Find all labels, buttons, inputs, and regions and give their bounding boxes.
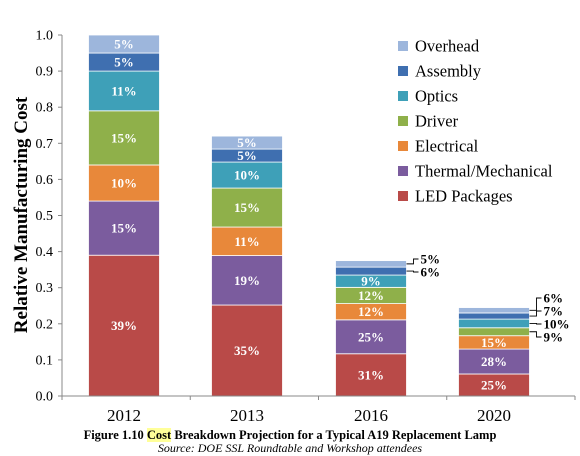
data-label-callout: 10% xyxy=(544,317,570,332)
bar-segment xyxy=(88,254,160,397)
bar-segment xyxy=(335,260,407,268)
legend-entry-label: Driver xyxy=(415,112,459,131)
data-label: 11% xyxy=(111,83,136,98)
y-tick-label: 0.3 xyxy=(36,281,54,296)
data-label: 9% xyxy=(361,274,381,289)
data-label: 15% xyxy=(111,221,137,236)
data-label: 12% xyxy=(358,288,384,303)
data-label: 19% xyxy=(234,273,260,288)
y-tick-label: 0.0 xyxy=(36,390,54,405)
y-tick-label: 0.6 xyxy=(36,173,54,188)
bar-segment xyxy=(335,353,407,397)
data-label-callout: 5% xyxy=(421,252,441,267)
bar-segment xyxy=(211,255,283,306)
bar-segment xyxy=(458,318,530,329)
legend-entry-label: Overhead xyxy=(415,37,480,56)
data-label: 15% xyxy=(481,335,507,350)
data-label-callout: 6% xyxy=(544,291,564,306)
legend-swatch xyxy=(398,41,408,51)
data-label: 10% xyxy=(111,176,137,191)
callout-leader xyxy=(529,310,542,317)
caption-rest: Breakdown Projection for a Typical A19 R… xyxy=(171,428,497,442)
legend-swatch xyxy=(398,141,408,151)
y-tick-label: 0.8 xyxy=(36,101,54,116)
callout-leader xyxy=(529,297,542,311)
y-axis: 0.0 0.1 0.2 0.3 0.4 0.5 0.6 0.7 0.8 0.9 1.0 xyxy=(36,29,63,405)
data-label-callout: 7% xyxy=(544,304,564,319)
data-label: 35% xyxy=(234,343,260,358)
data-label: 5% xyxy=(114,55,134,70)
bar-segment xyxy=(88,70,160,112)
stacked-bar-chart: 39%15%10%15%11%5%5%35%19%11%15%10%5%5%31… xyxy=(11,29,576,425)
bar-segment xyxy=(88,34,160,54)
y-tick-label: 0.9 xyxy=(36,65,54,80)
callout-leader xyxy=(406,258,419,265)
x-tick-label: 2020 xyxy=(477,406,511,425)
legend-swatch xyxy=(398,191,408,201)
y-tick-label: 0.2 xyxy=(36,317,54,332)
legend-entry-label: Assembly xyxy=(415,62,482,81)
data-label-callout: 6% xyxy=(421,265,441,280)
y-tick-label: 0.5 xyxy=(36,209,54,224)
y-tick-label: 0.7 xyxy=(36,137,54,152)
bar-segment xyxy=(88,200,160,256)
data-label: 25% xyxy=(481,377,507,392)
x-axis: 2012 2013 2016 2020 xyxy=(61,395,576,425)
plot-area: 39%15%10%15%11%5%5%35%19%11%15%10%5%5%31… xyxy=(88,34,570,397)
bar-segment xyxy=(88,110,160,166)
callout-leader xyxy=(529,331,542,338)
bar-segment xyxy=(211,304,283,397)
figure-caption: Figure 1.10 Cost Breakdown Projection fo… xyxy=(0,428,580,443)
data-label: 12% xyxy=(358,304,384,319)
y-tick-label: 1.0 xyxy=(36,29,54,44)
y-tick-label: 0.4 xyxy=(36,245,54,260)
bar-segment xyxy=(458,307,530,314)
callout-leader xyxy=(529,322,542,325)
data-label: 5% xyxy=(237,135,257,150)
data-label: 25% xyxy=(358,329,384,344)
data-label: 5% xyxy=(114,37,134,52)
data-label-callout: 9% xyxy=(544,330,564,345)
bar-segment xyxy=(335,319,407,355)
data-label: 39% xyxy=(111,318,137,333)
data-label: 10% xyxy=(234,168,260,183)
bar-segment xyxy=(458,312,530,320)
bar-segment xyxy=(458,348,530,375)
legend-swatch xyxy=(398,66,408,76)
legend-swatch xyxy=(398,116,408,126)
data-label: 5% xyxy=(237,148,257,163)
legend-swatch xyxy=(398,91,408,101)
bar-segment xyxy=(211,135,283,150)
legend-entry-label: Electrical xyxy=(415,137,479,156)
bar-segment xyxy=(211,161,283,189)
caption-highlight: Cost xyxy=(146,428,172,442)
x-tick-label: 2013 xyxy=(230,406,264,425)
bar-segment xyxy=(211,187,283,228)
legend-entry-label: Thermal/Mechanical xyxy=(415,162,553,181)
x-tick-label: 2016 xyxy=(354,406,388,425)
legend-entry-label: Optics xyxy=(415,87,458,106)
callout-leader xyxy=(406,270,419,273)
caption-prefix: Figure 1.10 xyxy=(83,428,147,442)
data-label: 31% xyxy=(358,367,384,382)
y-axis-label: Relative Manufacturing Cost xyxy=(11,96,32,333)
figure-source: Source: DOE SSL Roundtable and Workshop … xyxy=(157,441,423,455)
data-label: 28% xyxy=(481,354,507,369)
x-tick-label: 2012 xyxy=(107,406,141,425)
legend: Overhead Assembly Optics Driver Electrical Th… xyxy=(398,37,553,206)
data-label: 15% xyxy=(111,130,137,145)
legend-swatch xyxy=(398,166,408,176)
legend-entry-label: LED Packages xyxy=(415,187,513,206)
bar-segment xyxy=(211,226,283,256)
data-label: 11% xyxy=(234,234,259,249)
y-tick-label: 0.1 xyxy=(36,353,54,368)
data-label: 15% xyxy=(234,200,260,215)
